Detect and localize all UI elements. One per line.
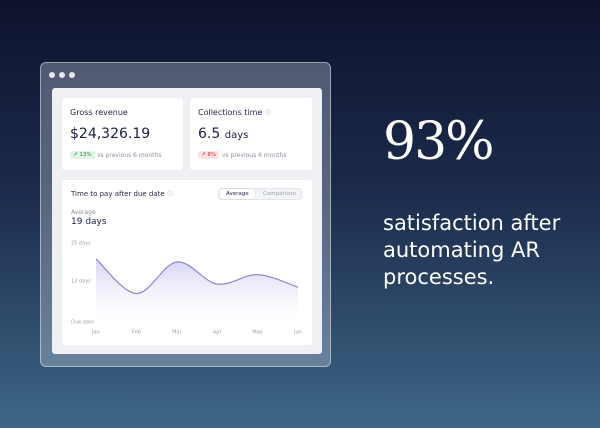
- window-dot: [69, 72, 75, 78]
- title: Collections time: [198, 108, 263, 117]
- headline-line: automating AR: [383, 238, 540, 262]
- summary-value: 19 days: [71, 217, 107, 227]
- headline-line: satisfaction after: [383, 211, 561, 235]
- info-icon: ⓘ: [166, 191, 173, 198]
- headline-stat: 93%: [383, 112, 495, 172]
- info-icon: ⓘ: [264, 110, 271, 117]
- badge: ↗ 13%: [70, 151, 95, 159]
- y-tick-label: 13 days: [71, 278, 91, 284]
- x-tick-label: Feb: [132, 330, 141, 336]
- x-tick-label: Jun: [293, 330, 302, 336]
- toggle-option[interactable]: Average: [220, 189, 255, 199]
- line: [95, 258, 299, 295]
- area: [96, 258, 298, 322]
- x-tick-label: Jan: [91, 330, 100, 336]
- x-tick-label: May: [252, 330, 262, 336]
- card-title: Gross revenue: [70, 108, 128, 117]
- y-tick-label: 25 days: [71, 241, 91, 247]
- summary-label: Average: [71, 209, 96, 216]
- card-title: Collections time ⓘ: [198, 108, 271, 117]
- note: vs previous 6 months: [97, 152, 162, 159]
- chart: 25 days 13 days Due date Jan Feb Mar Apr May Jun: [71, 241, 302, 336]
- y-tick-label: Due date: [71, 320, 94, 326]
- chart-card: Time to pay after due date ⓘ Average Com…: [62, 180, 312, 345]
- headline-line: processes.: [383, 265, 495, 289]
- window-dot: [59, 72, 65, 78]
- badge: ↗ 8%: [198, 151, 220, 159]
- card: Collections time ⓘ 6.5 days ↗ 8% vs prev…: [190, 98, 312, 170]
- card-value: 6.5 days: [198, 126, 248, 142]
- x-tick-label: Apr: [213, 330, 223, 336]
- toggle-option[interactable]: Comparison: [263, 191, 296, 197]
- card: Gross revenue $24,326.19 ↗ 13% vs previo…: [62, 98, 183, 170]
- change: 8%: [207, 152, 217, 158]
- window-dot: [49, 72, 55, 78]
- card-value: $24,326.19: [70, 126, 151, 142]
- value: 6.5: [198, 126, 221, 142]
- title: Time to pay after due date: [71, 190, 165, 198]
- headline-text: satisfaction after automating AR process…: [383, 210, 560, 291]
- x-tick-label: Mar: [172, 330, 182, 336]
- chart-title: Time to pay after due date ⓘ: [71, 189, 173, 198]
- toggle: Average Comparison: [218, 188, 302, 200]
- unit: days: [224, 130, 249, 141]
- note: vs previous 6 months: [222, 152, 287, 159]
- change: 13%: [79, 152, 92, 158]
